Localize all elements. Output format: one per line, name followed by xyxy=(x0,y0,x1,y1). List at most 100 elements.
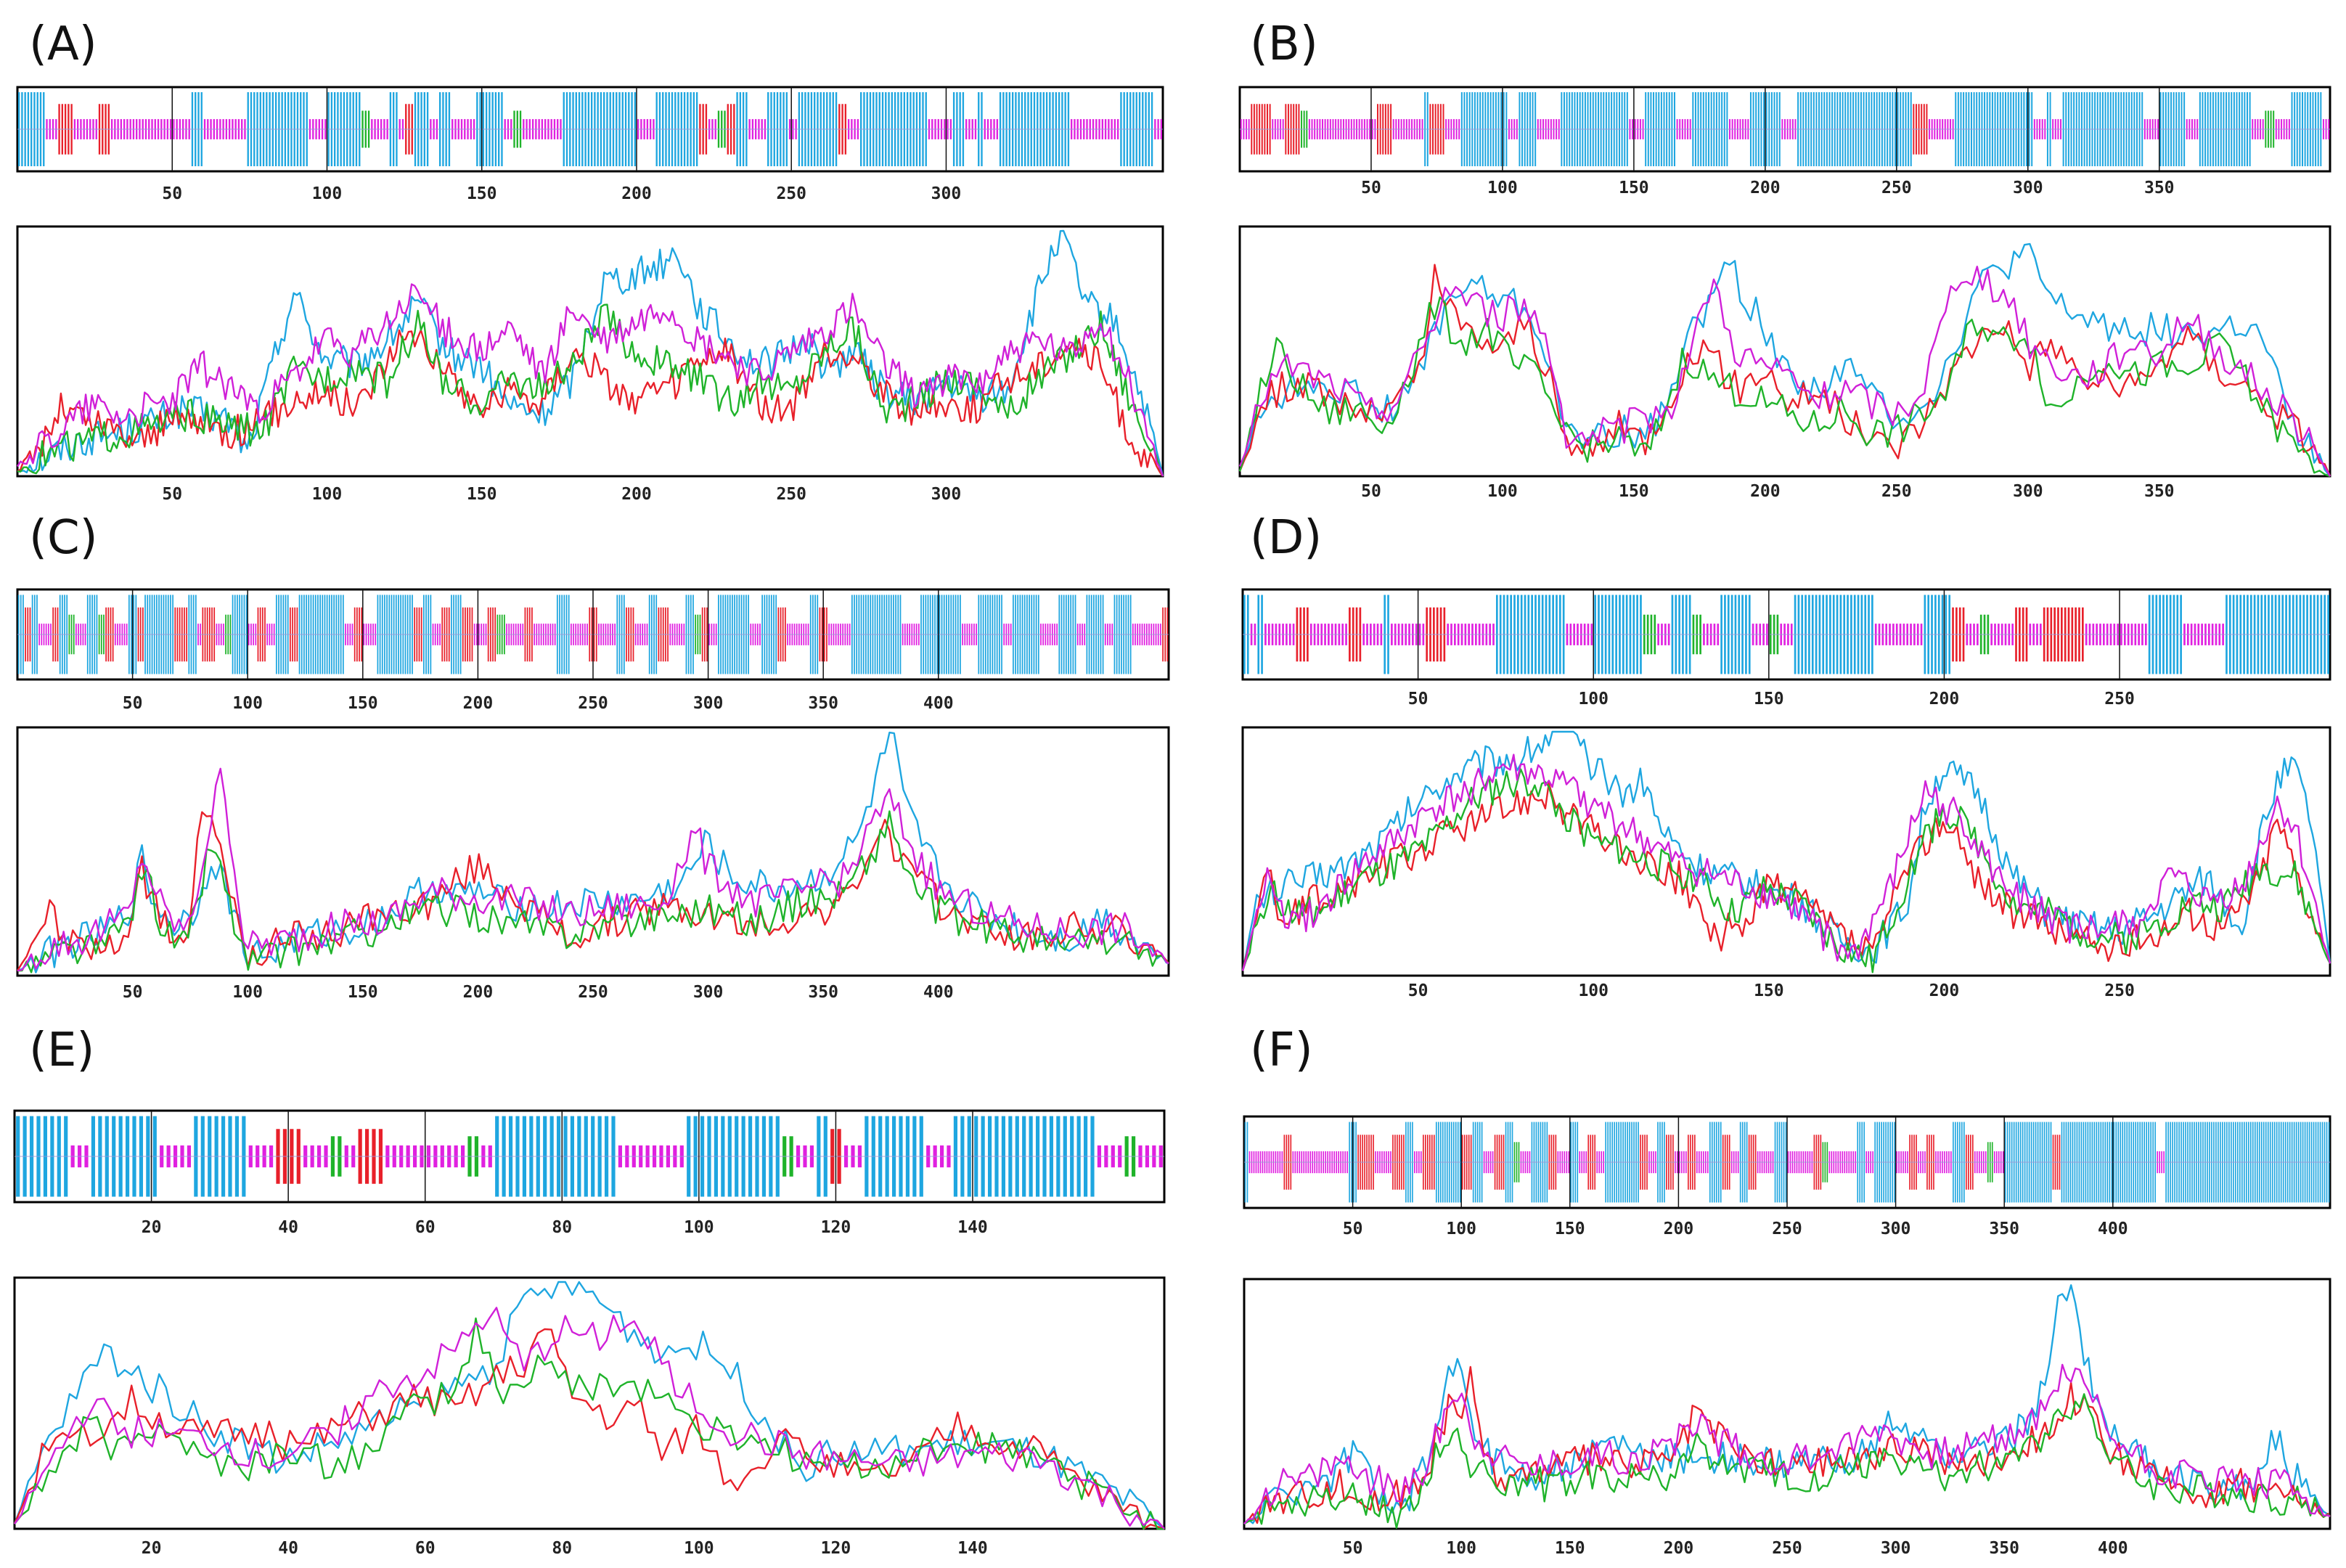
structure-tick-label: 100 xyxy=(1578,690,1609,709)
profile-tick-label: 80 xyxy=(552,1539,572,1558)
structure-tick-label: 150 xyxy=(1754,690,1784,709)
profile-tick-label: 100 xyxy=(1578,981,1609,1000)
structure-tick-label: 150 xyxy=(1619,179,1649,197)
profile-tick-label: 150 xyxy=(348,983,378,1002)
structure-tick-label: 250 xyxy=(1772,1220,1802,1238)
structure-tick-label: 50 xyxy=(1343,1220,1363,1238)
profile-tick-label: 150 xyxy=(467,485,497,504)
profile-series-green xyxy=(1238,296,2331,478)
panel-label: (F) xyxy=(1250,1024,1313,1077)
profile-frame xyxy=(1243,1278,2331,1530)
structure-tick-label: 250 xyxy=(1881,179,1912,197)
profile-tick-label: 50 xyxy=(1408,981,1429,1000)
profile-tick-label: 350 xyxy=(808,983,838,1002)
structure-tick-label: 100 xyxy=(684,1218,714,1237)
structure-tick-label: 200 xyxy=(463,694,494,713)
profile-frame xyxy=(13,1276,1166,1530)
panel-label: (E) xyxy=(29,1024,94,1077)
structure-tick-label: 200 xyxy=(1929,690,1960,709)
profile-series-magenta xyxy=(17,767,1169,972)
structure-tick-label: 400 xyxy=(2098,1220,2128,1238)
structure-tick-label: 250 xyxy=(776,184,806,203)
panel-label: (D) xyxy=(1250,511,1322,565)
profile-series-magenta xyxy=(16,283,1164,477)
structure-tick-label: 140 xyxy=(957,1218,988,1237)
structure-tick-label: 150 xyxy=(1555,1220,1585,1238)
structure-tick-label: 200 xyxy=(1750,179,1781,197)
structure-tick-label: 100 xyxy=(232,694,263,713)
profile-tick-label: 200 xyxy=(1664,1539,1694,1558)
structure-tick-label: 100 xyxy=(1446,1220,1476,1238)
profile-series-magenta xyxy=(1241,754,2331,971)
panels-group: (A) 50 100 150 200 250 300 50 100 150 200 250 300 (B)… xyxy=(13,17,2331,1558)
profile-tick-label: 150 xyxy=(1754,981,1784,1000)
structure-tick-label: 350 xyxy=(2144,179,2175,197)
profile-tick-label: 50 xyxy=(1343,1539,1363,1558)
profile-tick-label: 100 xyxy=(312,485,343,504)
profile-tick-label: 150 xyxy=(1619,482,1649,501)
profile-tick-label: 250 xyxy=(1772,1539,1802,1558)
profile-tick-label: 250 xyxy=(1881,482,1912,501)
structure-tick-label: 400 xyxy=(923,694,954,713)
panel-label: (A) xyxy=(29,17,97,71)
profile-tick-label: 400 xyxy=(2098,1539,2128,1558)
panel-4: (D) 50 100 150 200 250 50 100 150 200 250 xyxy=(1241,511,2331,1000)
structure-tick-label: 50 xyxy=(1361,179,1381,197)
structure-tick-label: 20 xyxy=(142,1218,162,1237)
profile-series-magenta xyxy=(1238,266,2331,477)
profile-tick-label: 20 xyxy=(142,1539,162,1558)
panel-2: (B) 50 100 150 200 250 300 350 50 100 150 200 250 300… xyxy=(1238,17,2331,501)
panel-6: (F) 50 100 150 200 250 300 350 400 50 100 150 200 250… xyxy=(1243,1024,2331,1558)
profile-tick-label: 250 xyxy=(578,983,608,1002)
profile-tick-label: 100 xyxy=(232,983,263,1002)
profile-tick-label: 300 xyxy=(1881,1539,1911,1558)
structure-tick-label: 80 xyxy=(552,1218,572,1237)
profile-series-green xyxy=(1243,1393,2331,1529)
profile-series-blue xyxy=(1238,242,2331,477)
structure-tick-label: 100 xyxy=(1487,179,1518,197)
structure-tick-label: 300 xyxy=(931,184,962,203)
structure-tick-label: 60 xyxy=(415,1218,436,1237)
structure-tick-label: 200 xyxy=(1664,1220,1694,1238)
profile-frame xyxy=(16,225,1164,478)
profile-tick-label: 60 xyxy=(415,1539,436,1558)
profile-tick-label: 40 xyxy=(278,1539,298,1558)
profile-tick-label: 250 xyxy=(2104,981,2135,1000)
profile-tick-label: 100 xyxy=(1487,482,1518,501)
structure-tick-label: 150 xyxy=(348,694,378,713)
profile-tick-label: 100 xyxy=(684,1539,714,1558)
profile-series-blue xyxy=(1243,1284,2331,1525)
profile-series-green xyxy=(1241,768,2331,973)
panel-3: (C) 50 100 150 200 250 300 350 400 50 100 150 200 250… xyxy=(16,511,1170,1002)
profile-tick-label: 250 xyxy=(776,485,806,504)
profile-tick-label: 140 xyxy=(957,1539,988,1558)
profile-tick-label: 50 xyxy=(123,983,143,1002)
profile-frame xyxy=(1238,225,2331,478)
structure-tick-label: 100 xyxy=(312,184,343,203)
structure-tick-label: 300 xyxy=(2013,179,2043,197)
profile-tick-label: 50 xyxy=(1361,482,1381,501)
structure-tick-label: 350 xyxy=(808,694,838,713)
structure-tick-label: 250 xyxy=(2104,690,2135,709)
structure-tick-label: 200 xyxy=(621,184,652,203)
structure-tick-label: 300 xyxy=(1881,1220,1911,1238)
profile-series-red xyxy=(1241,782,2331,971)
profile-tick-label: 100 xyxy=(1446,1539,1476,1558)
structure-tick-label: 50 xyxy=(1408,690,1429,709)
profile-tick-label: 200 xyxy=(1929,981,1960,1000)
structure-tick-label: 50 xyxy=(162,184,182,203)
profile-tick-label: 200 xyxy=(463,983,494,1002)
panel-1: (A) 50 100 150 200 250 300 50 100 150 200 250 300 xyxy=(16,17,1164,504)
profile-tick-label: 150 xyxy=(1555,1539,1585,1558)
panel-label: (B) xyxy=(1250,17,1318,71)
profile-tick-label: 300 xyxy=(693,983,724,1002)
profile-tick-label: 200 xyxy=(1750,482,1781,501)
panel-5: (E) 20 40 60 80 100 120 140 20 40 60 80 100 120 140 xyxy=(13,1024,1166,1558)
profile-tick-label: 300 xyxy=(931,485,962,504)
profile-tick-label: 200 xyxy=(621,485,652,504)
profile-tick-label: 400 xyxy=(923,983,954,1002)
profile-frame xyxy=(16,726,1170,977)
structure-tick-label: 40 xyxy=(278,1218,298,1237)
profile-tick-label: 350 xyxy=(2144,482,2175,501)
